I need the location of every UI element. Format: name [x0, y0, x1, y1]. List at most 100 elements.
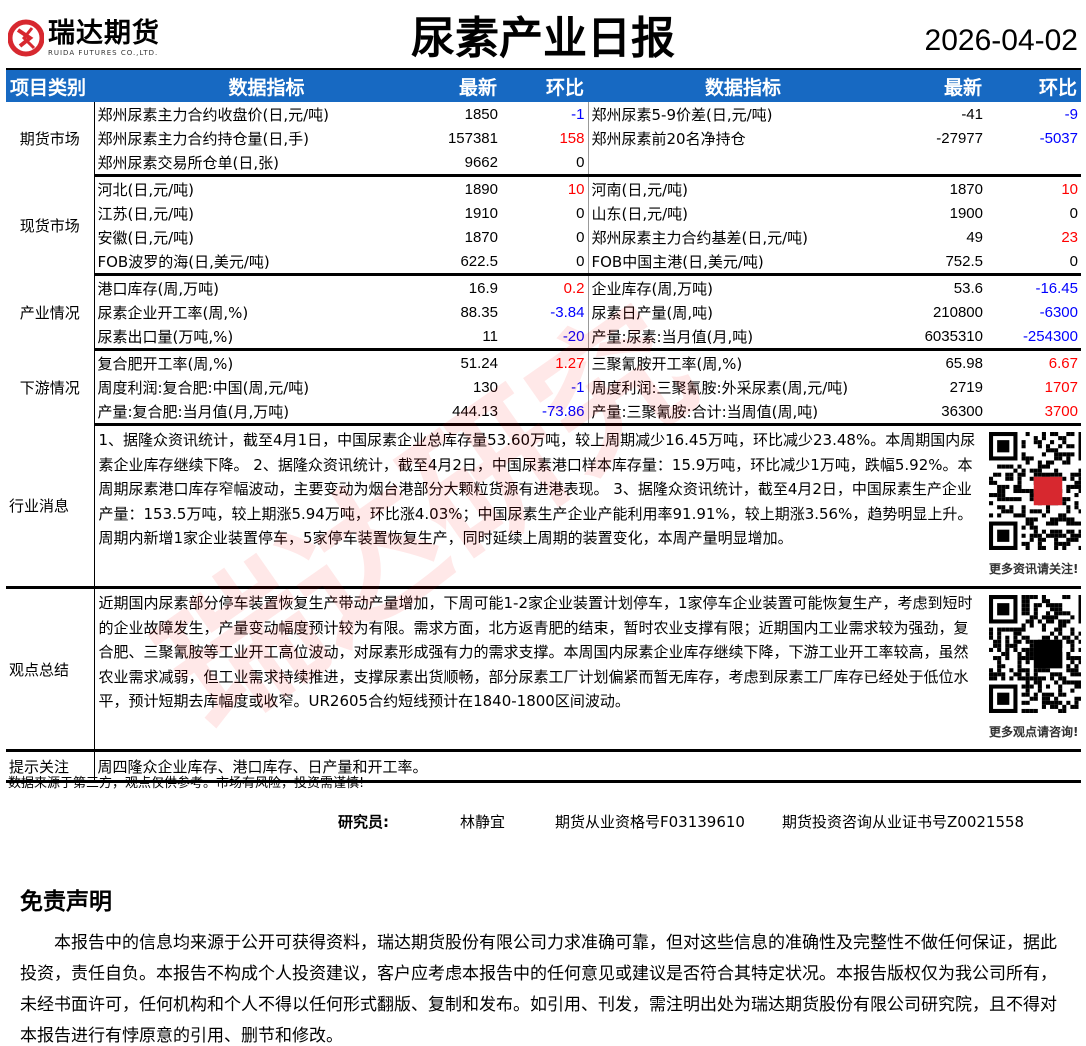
change-value: -1 — [571, 105, 585, 123]
table-row: 下游情况 复合肥开工率(周,%) 51.24 1.27 三聚氰胺开工率(周,%) 65.9… — [6, 349, 1081, 425]
disclaimer-title: 免责声明 — [20, 889, 112, 915]
latest-value: 6035310 — [898, 324, 986, 351]
indicator-name: 郑州尿素主力合约基差(日,元/吨) — [587, 225, 898, 249]
change-value: -5037 — [1039, 129, 1078, 147]
indicator-name: 郑州尿素交易所仓单(日,张) — [94, 150, 439, 177]
col-change-right: 环比 — [986, 68, 1081, 102]
qualification-number: 期货从业资格号F03139610 — [555, 813, 745, 831]
table-row: 郑州尿素交易所仓单(日,张) 9662 0 — [6, 150, 1081, 177]
latest-value: 16.9 — [468, 279, 498, 297]
table-row: 产量:复合肥:当月值(月,万吨) 444.13 -73.86 产量:三聚氰胺:合计:当… — [6, 399, 1081, 426]
indicator-name: 河南(日,元/吨) — [587, 175, 898, 201]
change-value — [986, 150, 1081, 177]
table-row: 安徽(日,元/吨) 1870 0 郑州尿素主力合约基差(日,元/吨) 49 23 — [6, 225, 1081, 249]
indicator-name: 尿素出口量(万吨,%) — [94, 324, 439, 351]
indicator-name: 周度利润:复合肥:中国(周,元/吨) — [97, 378, 310, 397]
latest-value: 11 — [439, 324, 501, 351]
latest-value: 444.13 — [439, 399, 501, 426]
indicator-name: 港口库存(周,万吨) — [97, 279, 219, 298]
latest-value: 1890 — [464, 180, 498, 198]
section-category: 产业情况 — [6, 274, 95, 350]
latest-value: 1900 — [949, 204, 983, 222]
latest-value: 210800 — [932, 303, 983, 321]
indicator-name: 河北(日,元/吨) — [97, 180, 195, 199]
section-category: 现货市场 — [6, 175, 95, 275]
researcher-name: 林静宜 — [460, 813, 506, 831]
indicator-name: 尿素日产量(周,吨) — [587, 300, 898, 324]
change-value: 1707 — [1044, 378, 1078, 396]
latest-value: 49 — [966, 228, 983, 246]
indicator-name: FOB波罗的海(日,美元/吨) — [94, 249, 439, 276]
view-text: 近期国内尿素部分停车装置恢复生产带动产量增加，下周可能1-2家企业装置计划停车，… — [94, 587, 986, 752]
indicator-name: 复合肥开工率(周,%) — [97, 354, 234, 373]
indicator-name: 安徽(日,元/吨) — [97, 228, 195, 247]
latest-value: 65.98 — [945, 354, 983, 372]
company-logo: 瑞达期货 RUIDA FUTURES CO.,LTD. — [8, 18, 160, 58]
latest-value: 1870 — [464, 228, 498, 246]
latest-value: 1870 — [949, 180, 983, 198]
latest-value: 1850 — [464, 105, 498, 123]
latest-value: 51.24 — [460, 354, 498, 372]
indicator-name: 江苏(日,元/吨) — [97, 204, 195, 223]
latest-value: -27977 — [936, 129, 983, 147]
disclaimer-text: 本报告中的信息均来源于公开可获得资料，瑞达期货股份有限公司力求准确可靠，但对这些… — [20, 933, 1057, 1046]
data-source-note: 数据来源于第三方，观点仅供参考。市场有风险，投资需谨慎! — [8, 776, 365, 791]
news-label: 行业消息 — [6, 424, 95, 589]
table-row: 期货市场 郑州尿素主力合约收盘价(日,元/吨) 1850 -1 郑州尿素5-9价差(日,… — [6, 102, 1081, 176]
col-latest-right: 最新 — [898, 68, 986, 102]
indicator-name: 产量:三聚氰胺:合计:当周值(周,吨) — [587, 399, 898, 426]
change-value: -6300 — [1039, 303, 1078, 321]
change-value: 0 — [576, 228, 585, 246]
change-value: 23 — [1061, 228, 1078, 246]
table-header: 项目类别 数据指标 最新 环比 数据指标 最新 环比 — [6, 68, 1081, 102]
change-value: 158 — [559, 129, 585, 147]
news-qr-code-icon — [989, 432, 1081, 550]
report-date: 2026-04-02 — [924, 24, 1078, 57]
indicator-name: 郑州尿素前20名净持仓 — [587, 126, 898, 150]
data-table: 项目类别 数据指标 最新 环比 数据指标 最新 环比 期货市场 郑州尿素主力合约收… — [6, 68, 1081, 783]
table-row: 尿素出口量(万吨,%) 11 -20 产量:尿素:当月值(月,吨) 6035310 -25… — [6, 324, 1081, 351]
change-value: -1 — [571, 378, 585, 396]
table-row: 尿素企业开工率(周,%) 88.35 -3.84 尿素日产量(周,吨) 210800 -6… — [6, 300, 1081, 324]
table-row: 郑州尿素主力合约持仓量(日,手) 157381 158 郑州尿素前20名净持仓 -279… — [6, 126, 1081, 150]
qr-caption: 更多观点请咨询! — [989, 725, 1079, 739]
col-category: 项目类别 — [6, 68, 94, 102]
indicator-name: 郑州尿素主力合约持仓量(日,手) — [97, 129, 309, 148]
change-value: -254300 — [986, 324, 1081, 351]
latest-value: 157381 — [447, 129, 498, 147]
indicator-name: 三聚氰胺开工率(周,%) — [587, 349, 898, 375]
table-row: FOB波罗的海(日,美元/吨) 622.5 0 FOB中国主港(日,美元/吨) 752.… — [6, 249, 1081, 276]
latest-value: 9662 — [439, 150, 501, 177]
change-value: 0 — [1069, 204, 1078, 222]
qr-caption: 更多资讯请关注! — [989, 562, 1079, 576]
col-indicator: 数据指标 — [94, 68, 439, 102]
news-text: 1、据隆众资讯统计，截至4月1日，中国尿素企业总库存量53.60万吨，较上周期减… — [94, 424, 986, 589]
change-value: -20 — [501, 324, 588, 351]
col-indicator-right: 数据指标 — [588, 68, 898, 102]
view-label: 观点总结 — [6, 587, 95, 752]
change-value: -73.86 — [501, 399, 588, 426]
indicator-name: FOB中国主港(日,美元/吨) — [587, 249, 898, 276]
col-change: 环比 — [501, 68, 588, 102]
change-value: 3700 — [986, 399, 1081, 426]
researcher-label: 研究员: — [338, 813, 389, 831]
report-title: 尿素产业日报 — [411, 13, 675, 64]
latest-value: 53.6 — [953, 279, 983, 297]
indicator-name: 产量:复合肥:当月值(月,万吨) — [94, 399, 439, 426]
latest-value: 36300 — [898, 399, 986, 426]
change-value: -16.45 — [1035, 279, 1078, 297]
indicator-name: 产量:尿素:当月值(月,吨) — [587, 324, 898, 351]
latest-value: 130 — [472, 378, 498, 396]
view-row: 观点总结 近期国内尿素部分停车装置恢复生产带动产量增加，下周可能1-2家企业装置计… — [6, 587, 1081, 752]
tip-text: 周四隆众企业库存、港口库存、日产量和开工率。 — [94, 750, 1081, 783]
indicator-name: 尿素企业开工率(周,%) — [97, 303, 249, 322]
latest-value: 1910 — [464, 204, 498, 222]
indicator-name: 郑州尿素主力合约收盘价(日,元/吨) — [97, 105, 330, 124]
change-value: 6.67 — [1048, 354, 1078, 372]
section-category: 下游情况 — [6, 349, 95, 425]
tip-label: 提示关注 — [6, 750, 95, 783]
company-name-en: RUIDA FUTURES CO.,LTD. — [48, 49, 159, 57]
change-value: 0 — [501, 249, 588, 276]
table-row: 产业情况 港口库存(周,万吨) 16.9 0.2 企业库存(周,万吨) 53.6 -16.4… — [6, 274, 1081, 350]
